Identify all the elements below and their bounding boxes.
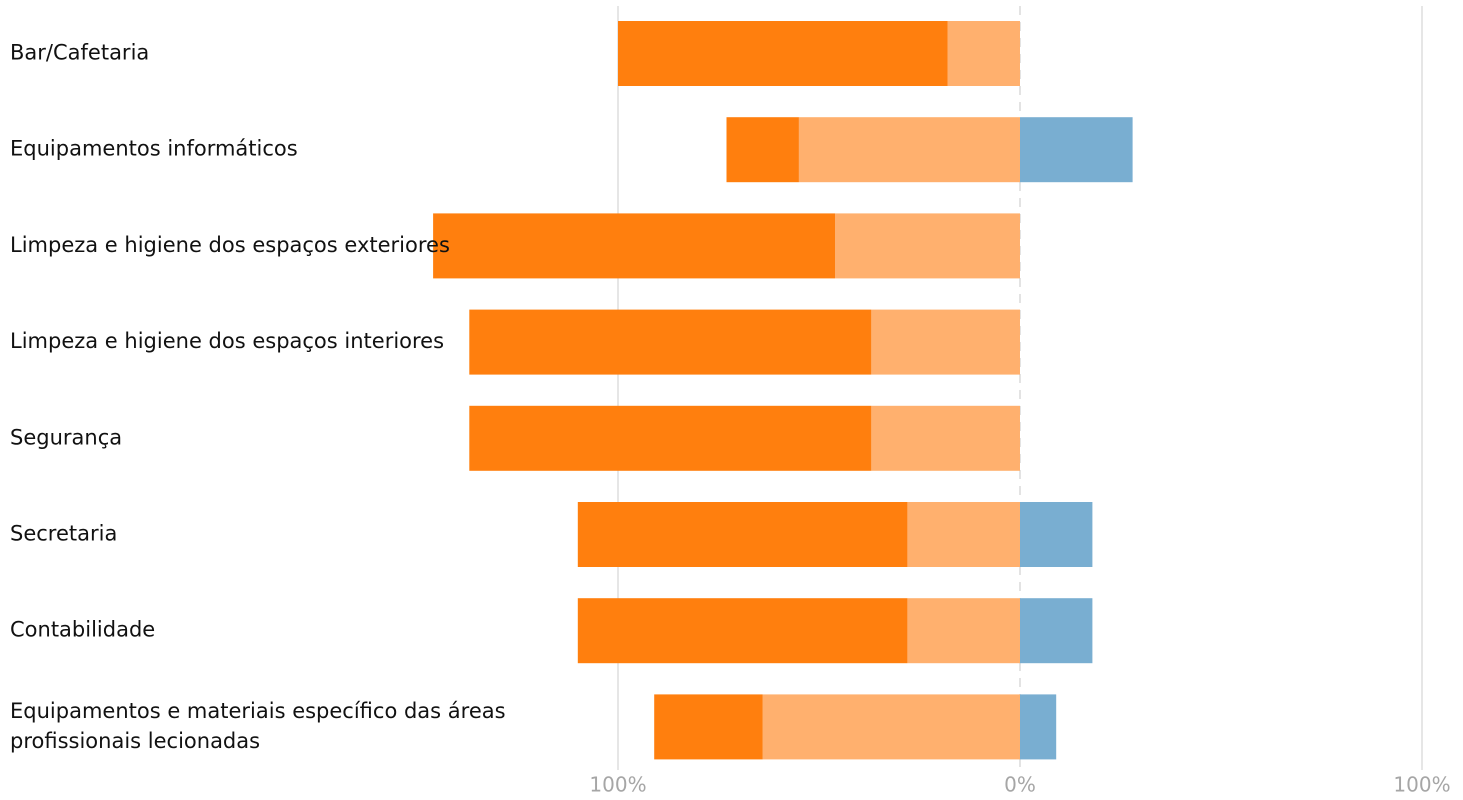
- x-tick-label: 100%: [1393, 773, 1450, 797]
- category-label: Segurança: [10, 425, 122, 449]
- bar-segment-negative-1-row-4: [871, 405, 1020, 471]
- category-label: Contabilidade: [10, 618, 155, 642]
- category-label: Secretaria: [10, 522, 117, 546]
- category-label: Bar/Cafetaria: [10, 41, 149, 65]
- bar-segment-negative-0-row-7: [654, 694, 763, 760]
- category-label: Limpeza e higiene dos espaços exteriores: [10, 233, 450, 257]
- bar-segment-negative-1-row-7: [762, 694, 1020, 760]
- bar-segment-negative-0-row-3: [469, 309, 872, 375]
- bar-segment-negative-1-row-2: [835, 213, 1020, 279]
- bar-segment-negative-0-row-2: [433, 213, 836, 279]
- bar-segment-negative-0-row-1: [726, 117, 799, 183]
- bar-segment-negative-1-row-6: [907, 598, 1020, 664]
- category-label: Limpeza e higiene dos espaços interiores: [10, 329, 444, 353]
- bar-segment-negative-0-row-4: [469, 405, 872, 471]
- bar-segment-negative-1-row-5: [907, 502, 1020, 567]
- bar-segment-negative-1-row-3: [871, 309, 1020, 375]
- bar-segment-positive-0-row-7: [1020, 694, 1057, 760]
- bar-segment-positive-0-row-1: [1020, 117, 1133, 183]
- category-labels: Bar/Cafetaria Equipamentos informáticos Li…: [10, 41, 506, 753]
- bar-segment-negative-0-row-6: [577, 598, 908, 664]
- bar-segment-negative-1-row-0: [947, 21, 1020, 86]
- x-axis-ticks: 100% 0% 100%: [589, 773, 1450, 797]
- bar-segment-negative-0-row-0: [618, 21, 948, 86]
- category-label: Equipamentos informáticos: [10, 137, 298, 161]
- bar-segment-negative-0-row-5: [577, 502, 908, 567]
- category-label: Equipamentos e materiais específico das …: [10, 699, 506, 753]
- x-tick-label: 100%: [589, 773, 646, 797]
- bar-segment-positive-0-row-5: [1020, 502, 1093, 567]
- x-tick-label: 0%: [1004, 773, 1036, 797]
- bar-segment-positive-0-row-6: [1020, 598, 1093, 664]
- bars: [433, 21, 1133, 760]
- bar-segment-negative-1-row-1: [798, 117, 1020, 183]
